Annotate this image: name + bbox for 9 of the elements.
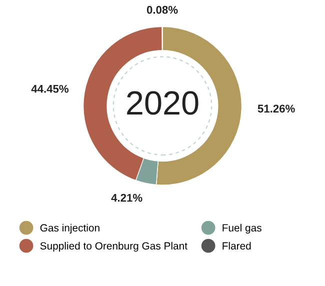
text: 2020 bbox=[127, 91, 198, 115]
legend-label: Flared bbox=[222, 242, 251, 250]
data-label: 4.21% bbox=[111, 194, 142, 202]
legend-label: Fuel gas bbox=[222, 224, 262, 234]
data-label: 44.45% bbox=[31, 84, 69, 93]
legend-label: Gas injection bbox=[40, 224, 100, 234]
data-label: 51.26% bbox=[258, 104, 295, 113]
data-label: 0.08% bbox=[146, 6, 178, 14]
legend-label: Supplied to Orenburg Gas Plant bbox=[40, 242, 188, 252]
